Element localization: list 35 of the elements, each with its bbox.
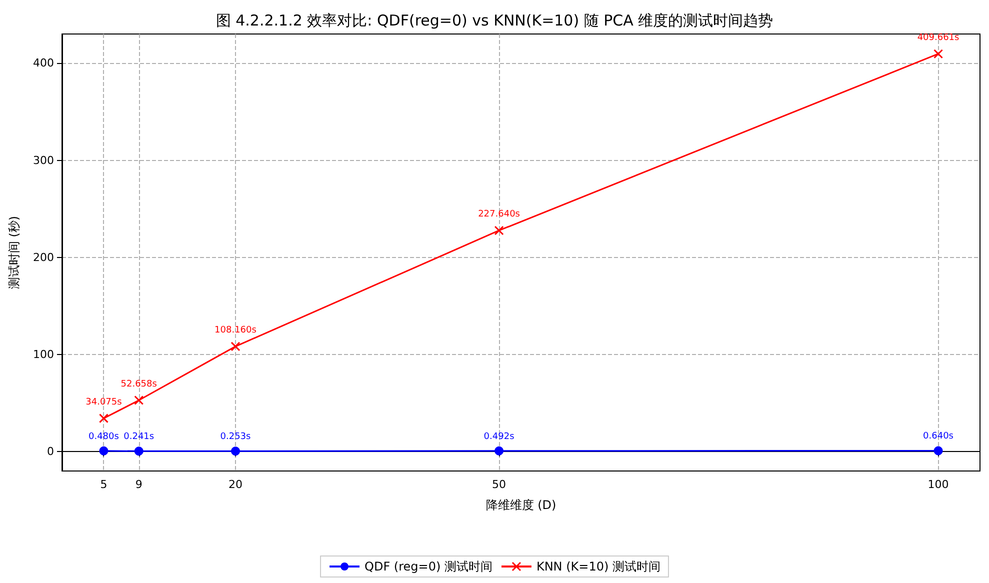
x-tick-label: 5	[100, 478, 108, 491]
point	[98, 414, 108, 424]
point	[494, 226, 504, 236]
data-label: 227.640s	[478, 209, 520, 220]
x-tick-label: 20	[228, 478, 242, 491]
x-axis-title: 降维维度 (D)	[486, 498, 556, 512]
x-tick-label: 100	[928, 478, 949, 491]
y-tick-label: 0	[47, 444, 54, 458]
x-tick-label: 9	[135, 478, 142, 491]
y-axis-title: 测试时间 (秒)	[7, 216, 21, 290]
data-label: 0.253s	[220, 432, 252, 442]
point	[934, 49, 944, 59]
data-label: 0.480s	[88, 432, 120, 442]
point	[494, 446, 504, 456]
data-label: 34.075s	[86, 397, 122, 408]
y-tick-label: 200	[33, 250, 54, 264]
y-tick-label: 100	[33, 348, 54, 361]
legend-label: KNN (K=10) 测试时间	[536, 560, 660, 574]
data-label: 0.492s	[484, 432, 515, 442]
data-label: 409.661s	[917, 32, 960, 43]
point	[230, 342, 240, 352]
data-label: 0.640s	[923, 432, 954, 442]
data-label: 52.658s	[120, 379, 158, 390]
chart-title: 图 4.2.2.1.2 效率对比: QDF(reg=0) vs KNN(K=10) 随 PCA 维度的测试时间趋势	[216, 12, 774, 30]
point	[231, 446, 240, 456]
point	[134, 396, 144, 406]
point	[934, 446, 943, 456]
data-label: 0.241s	[124, 432, 154, 442]
point	[134, 446, 144, 456]
y-tick-label: 400	[33, 56, 54, 70]
legend-label: QDF (reg=0) 测试时间	[364, 560, 492, 574]
data-label: 108.160s	[214, 325, 257, 336]
point	[99, 446, 108, 456]
y-tick-label: 300	[33, 154, 54, 167]
x-tick-label: 50	[492, 478, 506, 491]
